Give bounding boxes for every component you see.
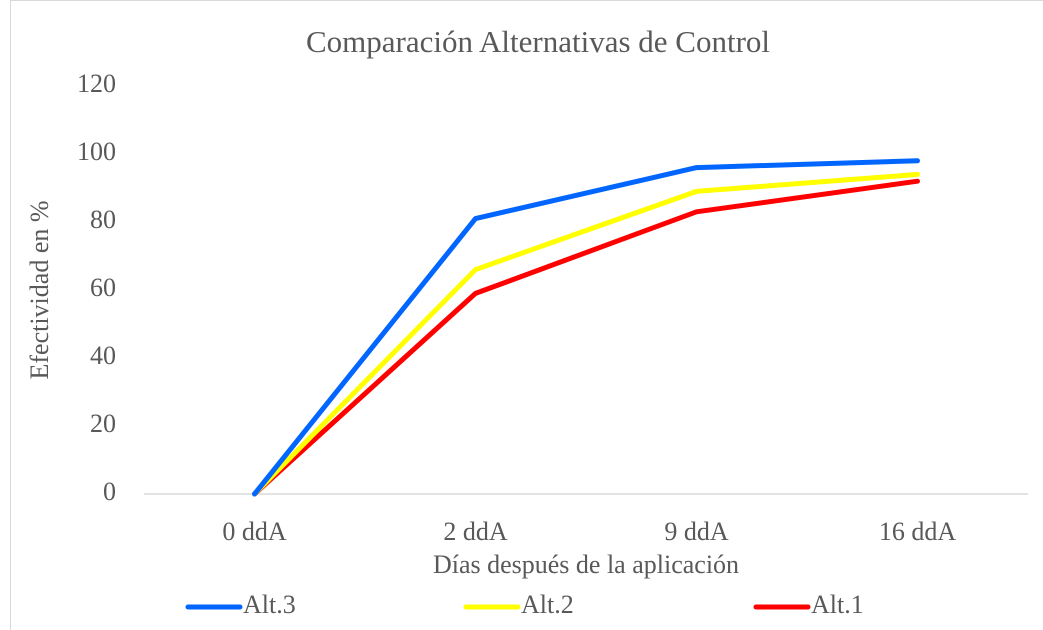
x-tick-label: 16 ddA [879,517,957,546]
chart-border [10,0,1043,630]
y-tick-label: 60 [90,273,116,302]
legend-label: Alt.3 [243,590,296,619]
y-axis-label: Efectividad en % [25,200,54,379]
x-tick-label: 0 ddA [222,517,287,546]
y-tick-label: 0 [103,477,116,506]
legend-label: Alt.1 [811,590,864,619]
chart-title: Comparación Alternativas de Control [306,24,770,59]
y-tick-label: 100 [77,137,116,166]
x-axis-label: Días después de la aplicación [433,550,739,579]
y-tick-label: 40 [90,341,116,370]
y-tick-label: 120 [77,69,116,98]
x-tick-label: 9 ddA [664,517,729,546]
y-tick-label: 80 [90,205,116,234]
y-tick-label: 20 [90,409,116,438]
line-series [252,171,920,497]
line-series [252,158,920,497]
x-tick-label: 2 ddA [443,517,508,546]
legend-label: Alt.2 [521,590,574,619]
line-series [252,178,920,497]
